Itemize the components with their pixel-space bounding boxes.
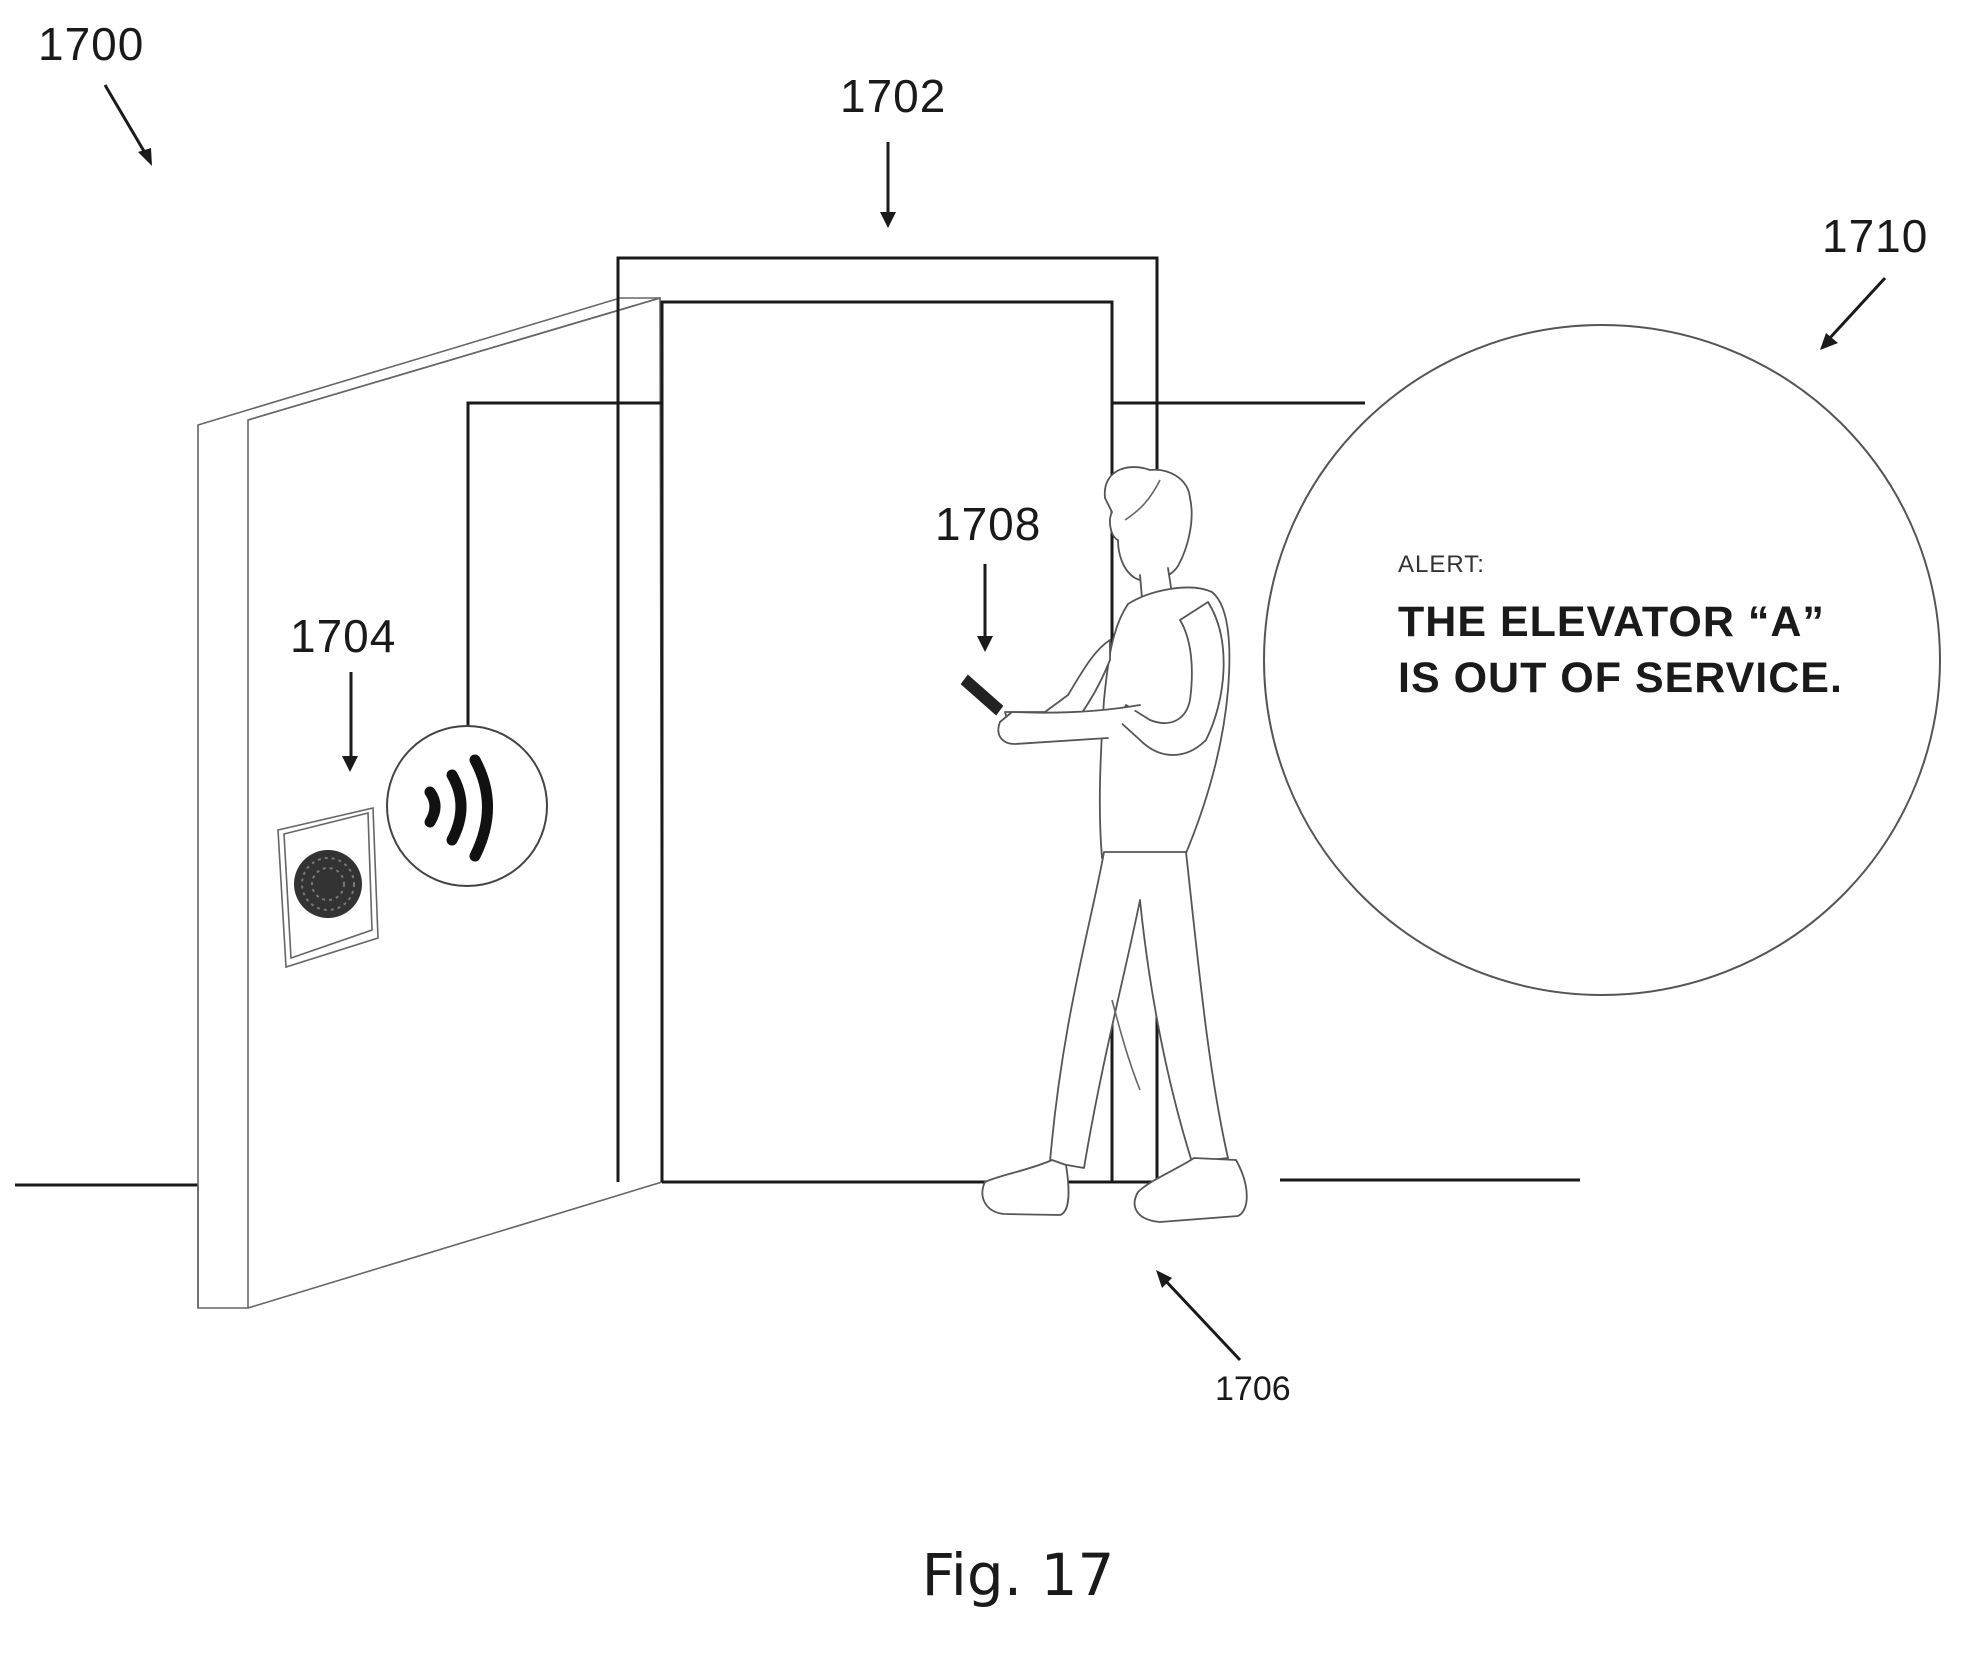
label-1702: 1702 — [840, 70, 946, 228]
label-1700-text: 1700 — [38, 18, 144, 70]
wireless-signal-bubble — [387, 726, 547, 886]
arrow-head-1702 — [880, 212, 896, 228]
alert-bubble: ALERT: THE ELEVATOR “A” IS OUT OF SERVIC… — [1264, 325, 1940, 995]
arrow-head-1710 — [1820, 333, 1838, 350]
label-1710-text: 1710 — [1822, 210, 1928, 262]
label-1708: 1708 — [935, 498, 1041, 652]
label-1708-text: 1708 — [935, 498, 1041, 550]
label-1704-text: 1704 — [290, 610, 396, 662]
arrow-head-1708 — [977, 636, 993, 652]
arrow-head-1704 — [342, 756, 358, 772]
person-figure — [962, 467, 1247, 1222]
figure-caption: Fig. 17 — [922, 1541, 1115, 1609]
label-1704: 1704 — [290, 610, 396, 772]
alert-heading: ALERT: — [1398, 551, 1485, 578]
reader-connector-line — [468, 403, 661, 732]
card-reader — [278, 808, 378, 967]
label-1706-text: 1706 — [1215, 1370, 1291, 1408]
arrow-head-1700 — [138, 148, 152, 166]
mobile-device-icon — [962, 676, 1002, 714]
label-1700: 1700 — [38, 18, 152, 166]
label-1706: 1706 — [1156, 1270, 1291, 1408]
alert-message-line-1: THE ELEVATOR “A” — [1398, 598, 1825, 646]
elevator-door-frame — [618, 258, 1365, 1182]
alert-message-line-2: IS OUT OF SERVICE. — [1398, 654, 1843, 702]
label-1702-text: 1702 — [840, 70, 946, 122]
label-1710: 1710 — [1820, 210, 1928, 350]
